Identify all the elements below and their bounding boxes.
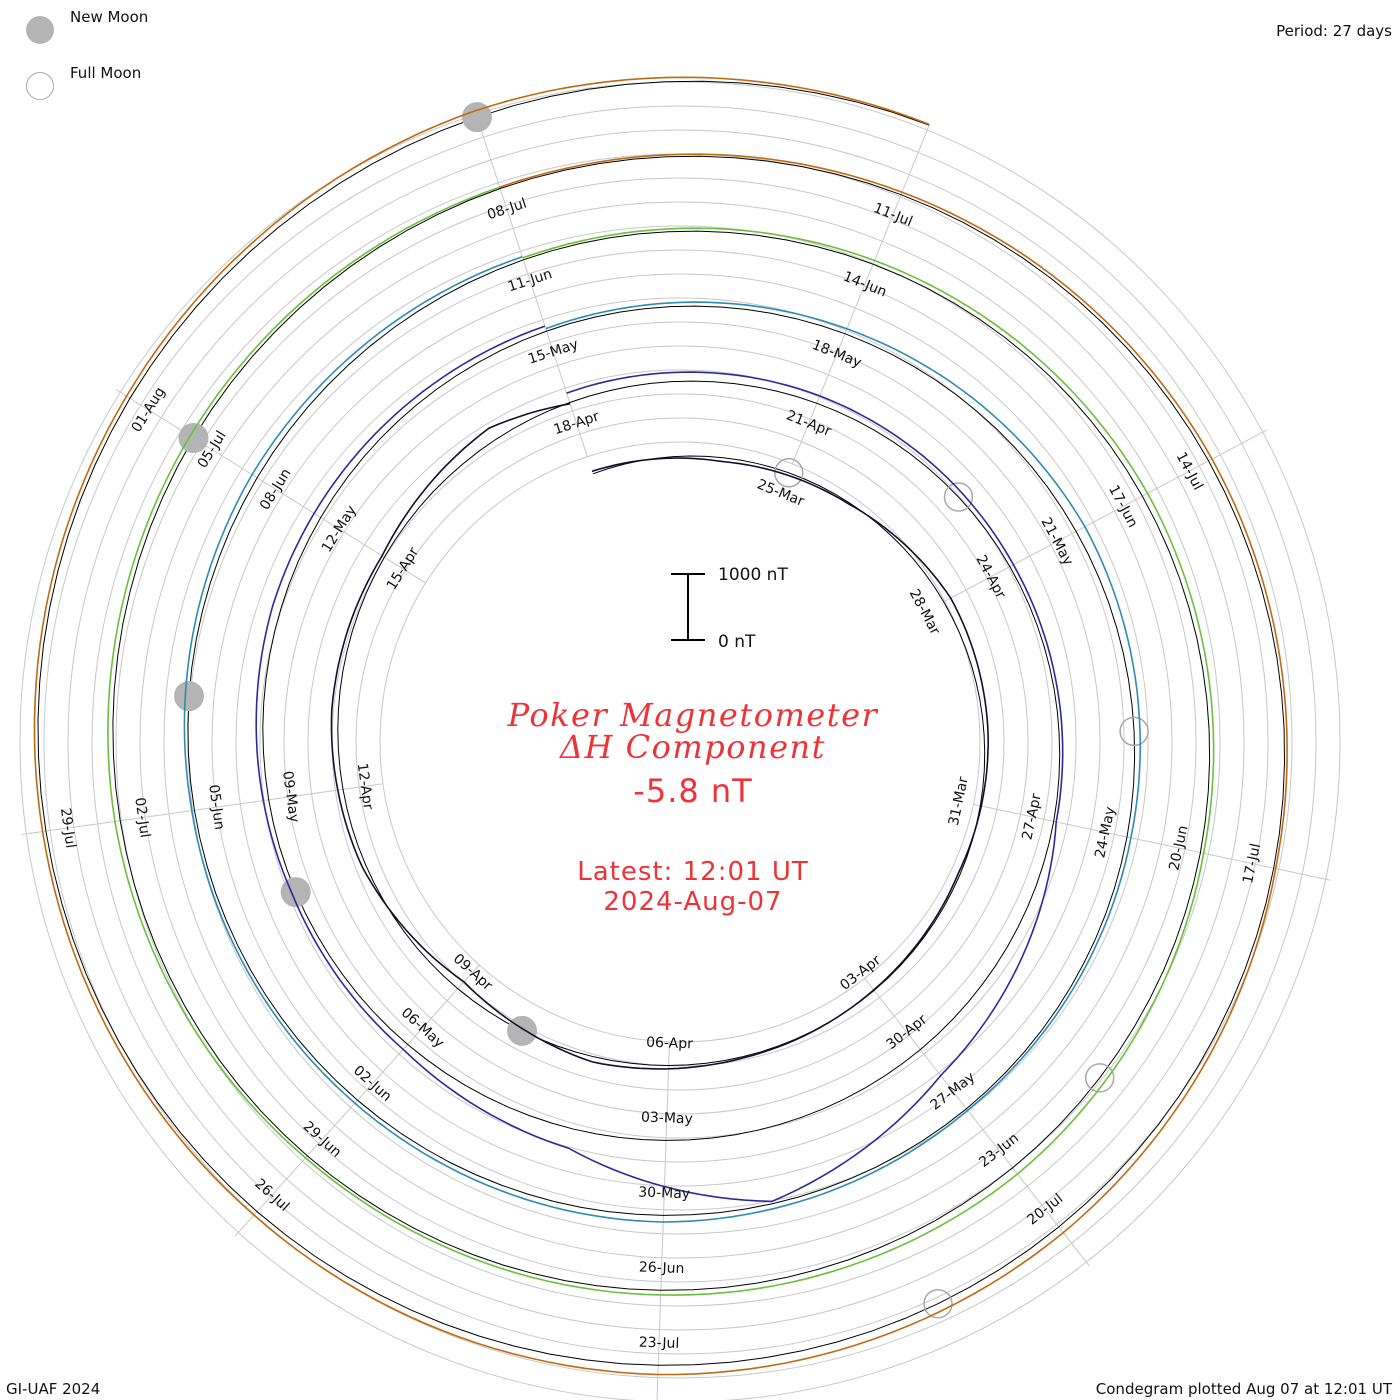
new-moon-marker (178, 423, 209, 454)
grid-ring (307, 369, 1053, 1115)
day-spoke (973, 803, 1331, 881)
latest-date: 2024-Aug-07 (603, 887, 783, 917)
date-label: 26-Jun (639, 1260, 685, 1278)
date-label: 09-May (279, 770, 302, 824)
day-spoke (656, 1041, 671, 1400)
date-label: 17-Jun (1105, 483, 1141, 531)
day-spokes (21, 109, 1331, 1400)
date-label: 06-May (398, 1005, 447, 1052)
date-label: 08-Jul (485, 196, 529, 224)
series-line (33, 76, 1288, 1376)
date-label: 14-Jul (1173, 450, 1206, 493)
series-line (255, 325, 1064, 1203)
data-series (33, 76, 1288, 1376)
scale-bar: 1000 nT 0 nT (671, 565, 788, 652)
full-moon-marker (774, 458, 804, 488)
full-moon-marker (1119, 716, 1149, 747)
date-label: 14-Jun (841, 269, 889, 301)
day-spoke (791, 125, 930, 465)
grid-ring (163, 225, 1197, 1259)
date-label: 18-May (810, 337, 864, 371)
legend-new-moon: New Moon (26, 8, 148, 44)
chart-title: Poker Magnetometer (507, 696, 879, 734)
scale-bar-high-label: 1000 nT (718, 565, 788, 585)
date-label: 11-Jul (871, 200, 915, 230)
new-moon-marker (461, 102, 492, 133)
baseline-spiral (37, 80, 1286, 1366)
grid-ring (283, 345, 1077, 1139)
date-label: 23-Jun (976, 1130, 1022, 1171)
new-moon-label: New Moon (70, 8, 149, 26)
grid-ring (379, 441, 981, 1043)
day-spoke (864, 978, 1090, 1267)
full-moon-marker (1084, 1063, 1115, 1093)
full-moon-marker (923, 1288, 953, 1319)
footer-plotted: Condegram plotted Aug 07 at 12:01 UT (1095, 1380, 1392, 1398)
date-label: 30-May (638, 1185, 690, 1203)
chart-subtitle: ΔH Component (559, 728, 827, 766)
day-spoke (234, 964, 480, 1237)
full-moon-icon (26, 72, 54, 100)
latest-time: Latest: 12:01 UT (577, 857, 809, 887)
date-label: 15-Apr (384, 545, 422, 593)
date-label: 02-Jun (350, 1063, 395, 1105)
moon-markers (174, 102, 1149, 1319)
current-value: -5.8 nT (633, 772, 753, 810)
day-spoke (21, 783, 383, 836)
date-label: 20-Jul (1024, 1191, 1066, 1229)
grid-ring (139, 201, 1221, 1283)
footer-credit: GI-UAF 2024 (6, 1380, 101, 1398)
date-label: 26-Jul (251, 1176, 292, 1215)
date-label: 24-Apr (972, 552, 1008, 601)
date-label: 02-Jul (131, 796, 152, 838)
new-moon-marker (507, 1015, 538, 1046)
new-moon-marker (174, 681, 205, 712)
date-label: 21-Apr (784, 408, 834, 440)
date-label: 05-Jun (205, 784, 227, 831)
date-label: 06-Apr (646, 1035, 694, 1053)
date-label: 11-Jun (506, 266, 554, 295)
grid-ring (43, 105, 1317, 1379)
grid-ring (115, 177, 1245, 1307)
date-label: 29-Jul (57, 807, 78, 849)
period-label: Period: 27 days (1276, 22, 1392, 40)
full-moon-marker (943, 482, 974, 512)
legend-full-moon: Full Moon (26, 64, 141, 100)
grid-ring (259, 321, 1101, 1163)
date-label: 18-Apr (552, 408, 602, 438)
grid-ring (67, 129, 1293, 1355)
date-label: 23-Jul (638, 1335, 679, 1352)
baseline-spiral-path (37, 80, 1286, 1366)
day-spoke (944, 429, 1268, 602)
date-label: 03-May (641, 1110, 693, 1128)
full-moon-label: Full Moon (70, 64, 142, 82)
series-line (183, 255, 1142, 1223)
date-label: 28-Mar (906, 587, 943, 638)
date-label: 12-Apr (354, 762, 376, 811)
scale-bar-low-label: 0 nT (718, 632, 756, 652)
day-spoke (115, 389, 426, 584)
date-label: 21-May (1037, 515, 1075, 568)
day-spoke (474, 109, 588, 457)
grid-ring (355, 417, 1005, 1067)
new-moon-icon (26, 16, 54, 44)
series-line (330, 402, 990, 1070)
series-line (107, 186, 1215, 1296)
grid-ring (211, 273, 1149, 1211)
grid-rings (19, 81, 1341, 1400)
